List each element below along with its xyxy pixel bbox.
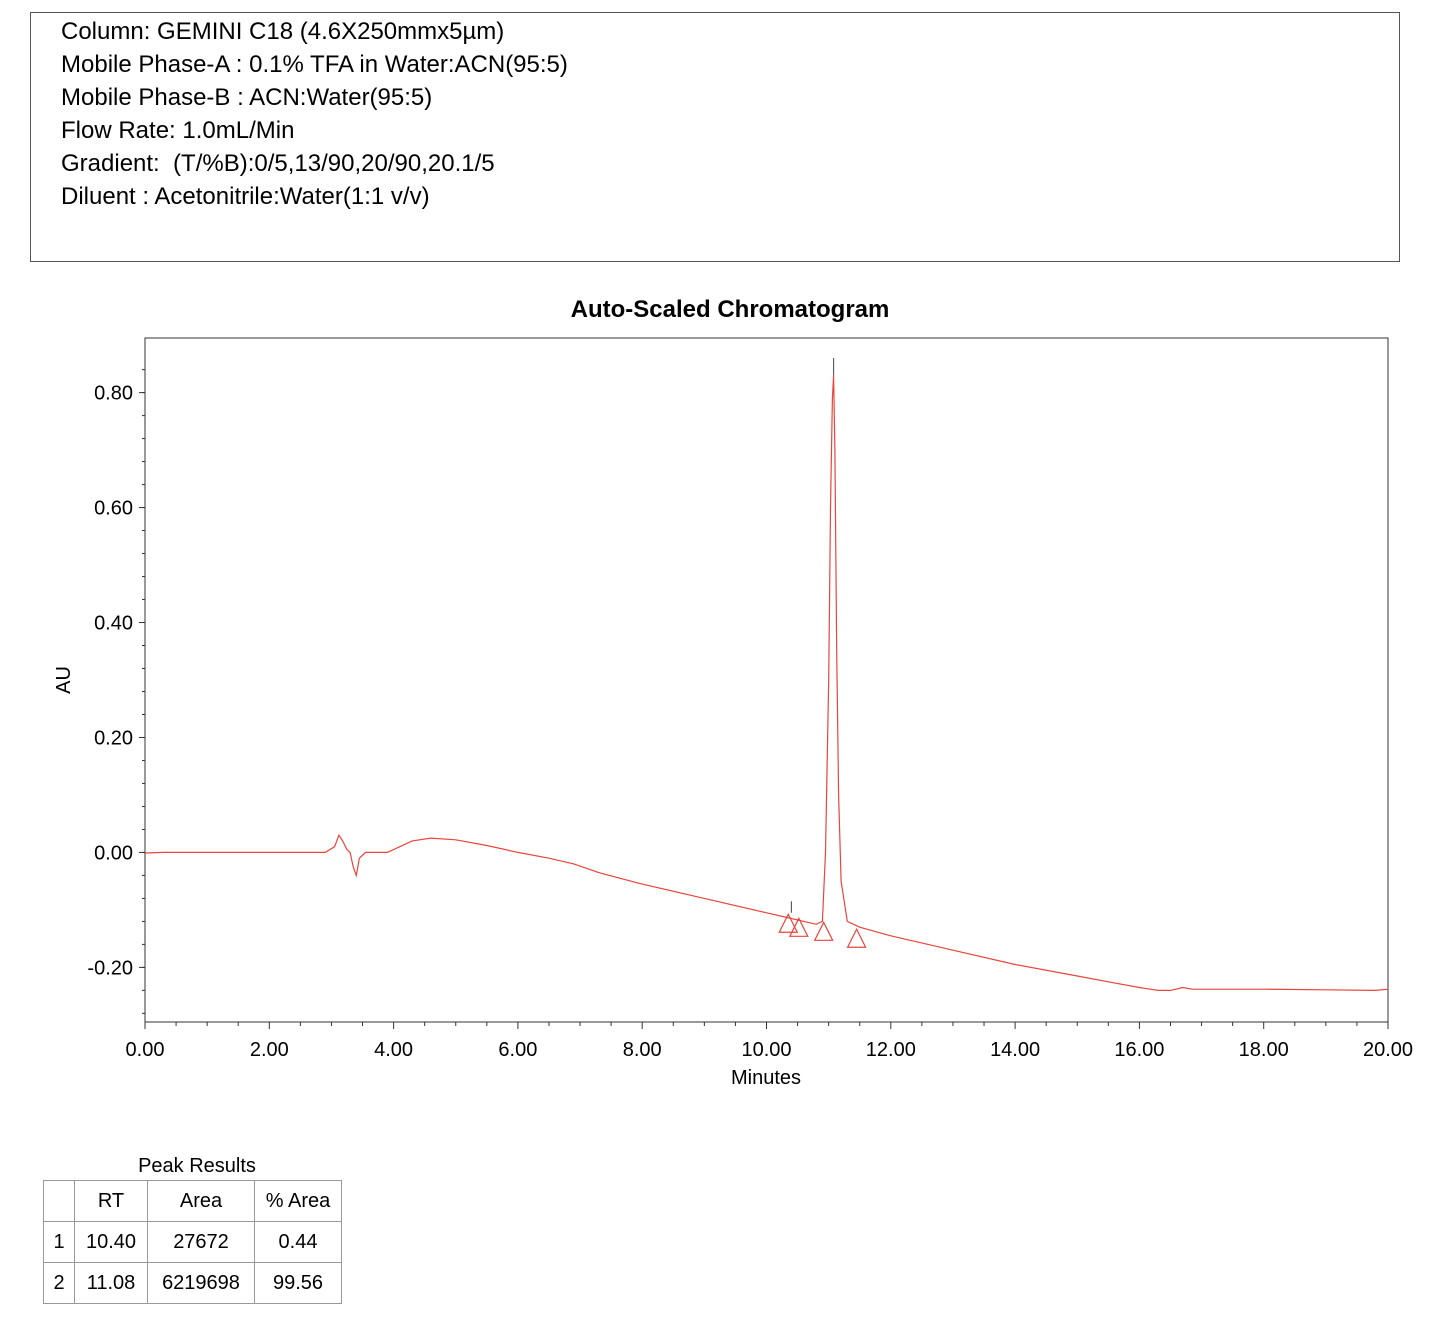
x-axis-label: Minutes [731,1067,801,1089]
y-tick-label: 0.80 [94,383,133,405]
mobile-phase-b-info: Mobile Phase-B : ACN:Water(95:5) [61,84,433,111]
x-tick-label: 4.00 [374,1039,413,1061]
row-index: 2 [43,1262,75,1304]
row-rt: 10.40 [74,1221,148,1263]
integration-marker [813,920,834,941]
row-index: 1 [43,1221,75,1263]
x-tick-label: 8.00 [623,1039,662,1061]
integration-marker [846,927,867,948]
trace-group [144,358,1389,992]
table-row: 1 10.40 27672 0.44 [43,1221,342,1263]
x-tick-label: 10.00 [741,1039,791,1061]
plot-frame [144,337,1389,1023]
chromatogram-chart: Auto-Scaled Chromatogram -0.20 0.00 0.20 0.… [53,296,1413,1089]
y-tick-label: 0.00 [94,842,133,864]
table-header-row: RT Area % Area [43,1180,342,1222]
header-index [43,1180,75,1222]
x-tick-label: 18.00 [1239,1039,1289,1061]
header-area: Area [147,1180,255,1222]
row-percent-area: 0.44 [254,1221,342,1263]
y-tick-label: 0.60 [94,498,133,520]
chart-title: Auto-Scaled Chromatogram [571,296,890,323]
y-axis-label: AU [53,666,75,694]
table-row: 2 11.08 6219698 99.56 [43,1262,342,1304]
integration-marker [788,916,809,937]
chromatogram-trace [144,375,1389,992]
y-axis: -0.20 0.00 0.20 0.40 0.60 0.80 [87,369,145,1014]
integration-marker [778,912,799,933]
x-tick-label: 0.00 [126,1039,165,1061]
x-tick-label: 6.00 [498,1039,537,1061]
y-tick-label: 0.20 [94,727,133,749]
header-percent-area: % Area [254,1180,342,1222]
peak-results-table: RT Area % Area 1 10.40 27672 0.44 2 11.0… [43,1180,342,1304]
row-area: 27672 [147,1221,255,1263]
x-tick-label: 14.00 [990,1039,1040,1061]
x-axis: 0.00 2.00 4.00 6.00 8.00 10.00 12.00 14.00 16.00… [126,1022,1413,1061]
peak-results-caption: Peak Results [138,1155,256,1177]
x-tick-label: 12.00 [866,1039,916,1061]
column-info: Column: GEMINI C18 (4.6X250mmx5µm) [61,18,505,45]
x-tick-label: 2.00 [250,1039,289,1061]
gradient-info: Gradient: (T/%B):0/5,13/90,20/90,20.1/5 [61,150,495,177]
y-tick-label: 0.40 [94,613,133,635]
row-area: 6219698 [147,1262,255,1304]
flow-rate-info: Flow Rate: 1.0mL/Min [61,117,295,144]
x-tick-label: 16.00 [1114,1039,1164,1061]
mobile-phase-a-info: Mobile Phase-A : 0.1% TFA in Water:ACN(9… [61,51,568,78]
diluent-info: Diluent : Acetonitrile:Water(1:1 v/v) [61,183,430,210]
header-rt: RT [74,1180,148,1222]
y-tick-label: -0.20 [87,957,133,979]
row-rt: 11.08 [74,1262,148,1304]
x-tick-label: 20.00 [1363,1039,1413,1061]
method-info-box: Column: GEMINI C18 (4.6X250mmx5µm) Mobil… [30,12,1400,262]
row-percent-area: 99.56 [254,1262,342,1304]
